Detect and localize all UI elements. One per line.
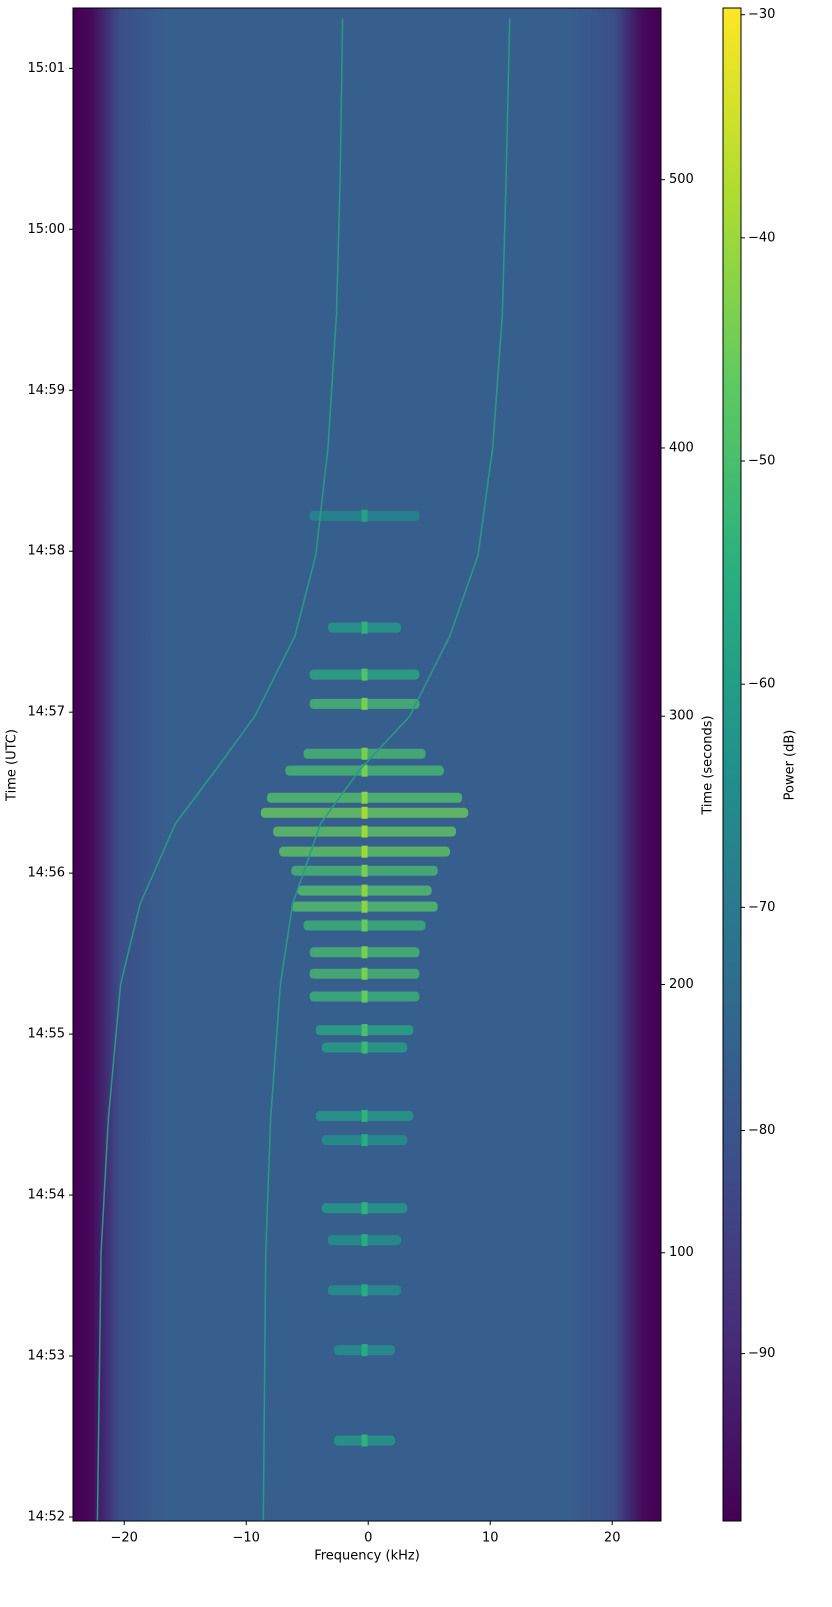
x-tick-label: −10	[233, 1531, 260, 1546]
y-tick-label: 15:00	[28, 222, 65, 237]
colorbar-tick-label: −60	[748, 677, 775, 692]
colorbar-tick-label: −90	[748, 1346, 775, 1361]
doppler-trace	[96, 18, 344, 1521]
signal-burst-core	[361, 864, 368, 877]
signal-burst-core	[361, 990, 368, 1003]
y2-tick-label: 300	[669, 709, 694, 724]
x-tick-label: 20	[604, 1531, 621, 1546]
signal-burst-core	[361, 668, 368, 681]
y2-tick-label: 200	[669, 977, 694, 992]
signal-burst-core	[361, 1284, 368, 1297]
signal-burst-core	[361, 825, 368, 838]
signal-burst-core	[361, 1024, 368, 1037]
signal-burst-core	[361, 697, 368, 710]
signal-burst-core	[361, 967, 368, 980]
signal-burst-core	[361, 1344, 368, 1357]
signal-burst-core	[361, 845, 368, 858]
signal-burst-core	[361, 884, 368, 897]
x-tick-label: −20	[111, 1531, 138, 1546]
colorbar-tick-label: −50	[748, 454, 775, 469]
signal-burst-core	[361, 1041, 368, 1054]
signal-burst-core	[361, 1109, 368, 1122]
doppler-trace	[262, 18, 511, 1521]
y2-tick-label: 100	[669, 1245, 694, 1260]
colorbar	[722, 7, 742, 1522]
signal-burst-core	[361, 764, 368, 777]
signal-burst-core	[361, 791, 368, 804]
y-tick-label: 14:54	[28, 1188, 65, 1203]
y-tick-label: 14:55	[28, 1027, 65, 1042]
plot-area	[96, 18, 511, 1521]
colorbar-tick-label: −70	[748, 900, 775, 915]
signal-burst-core	[361, 806, 368, 819]
signal-burst-core	[361, 900, 368, 913]
y-tick-label: 14:58	[28, 544, 65, 559]
colorbar-label: Power (dB)	[783, 730, 798, 801]
signal-burst-core	[361, 1434, 368, 1447]
y-tick-label: 15:01	[28, 61, 65, 76]
x-tick-label: 0	[364, 1531, 372, 1546]
y-tick-label: 14:53	[28, 1349, 65, 1364]
colorbar-tick-label: −40	[748, 230, 775, 245]
plot-frame	[72, 7, 662, 1522]
y-tick-label: 14:57	[28, 705, 65, 720]
signal-burst-core	[361, 509, 368, 522]
signal-burst-core	[361, 621, 368, 634]
signal-burst-core	[361, 1134, 368, 1147]
signal-burst-core	[361, 1234, 368, 1247]
signal-burst-core	[361, 1202, 368, 1215]
signal-burst-core	[361, 747, 368, 760]
y-tick-label: 14:56	[28, 866, 65, 881]
y2-tick-label: 500	[669, 172, 694, 187]
y-tick-label: 14:52	[28, 1509, 65, 1524]
x-axis-label: Frequency (kHz)	[314, 1549, 420, 1564]
signal-burst-core	[361, 946, 368, 959]
noise-floor	[73, 8, 661, 1521]
y-tick-label: 14:59	[28, 383, 65, 398]
colorbar-tick-label: −80	[748, 1123, 775, 1138]
y-axis-label: Time (UTC)	[5, 729, 20, 802]
colorbar-tick-label: −30	[748, 7, 775, 22]
x-tick-label: 10	[482, 1531, 499, 1546]
y2-tick-label: 400	[669, 440, 694, 455]
y2-axis-label: Time (seconds)	[701, 715, 716, 815]
signal-burst-core	[361, 919, 368, 932]
